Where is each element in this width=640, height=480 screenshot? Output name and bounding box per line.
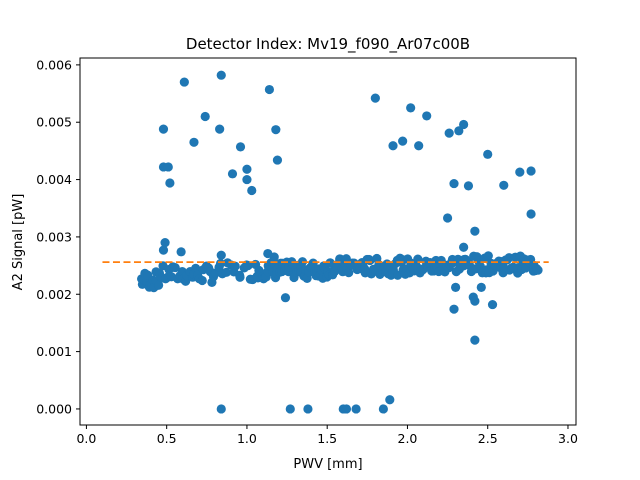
data-point	[176, 247, 186, 257]
data-point	[170, 262, 180, 273]
data-point	[476, 282, 486, 292]
y-axis-label: A2 Signal [pW]	[11, 194, 26, 291]
data-point	[216, 404, 226, 414]
data-point	[341, 404, 352, 414]
data-point	[243, 261, 253, 271]
x-tick-label: 0.5	[157, 431, 177, 446]
data-point	[444, 128, 454, 138]
data-point	[280, 293, 291, 303]
y-axis: 0.000 0.001 0.002 0.003 0.004 0.005 0.006	[36, 57, 80, 416]
data-point	[308, 258, 318, 268]
data-point	[247, 185, 257, 196]
x-axis: 0.0 0.5 1.0 1.5 2.0 2.5 3.0	[76, 425, 578, 446]
y-tick-label: 0.005	[36, 115, 72, 130]
y-tick-label: 0.004	[36, 172, 72, 187]
data-point	[459, 119, 469, 130]
data-point	[227, 169, 238, 179]
x-tick-label: 0.0	[76, 431, 96, 446]
data-point	[242, 174, 252, 185]
data-point	[470, 296, 480, 306]
x-tick-label: 1.0	[237, 431, 257, 446]
data-point	[414, 141, 424, 151]
data-point	[483, 251, 493, 261]
data-point	[200, 111, 210, 122]
data-point	[264, 84, 275, 95]
data-point	[271, 125, 281, 135]
x-tick-label: 1.5	[317, 431, 337, 446]
data-point	[499, 180, 509, 190]
y-tick-label: 0.000	[36, 401, 72, 416]
data-point	[526, 166, 536, 176]
plot-frame	[79, 57, 577, 426]
data-point	[235, 272, 245, 282]
data-point	[230, 261, 240, 271]
data-point	[378, 404, 388, 414]
x-axis-label: PWV [mm]	[293, 457, 362, 472]
data-point	[216, 70, 226, 80]
data-point	[215, 258, 226, 269]
data-point	[272, 155, 283, 165]
data-point	[526, 209, 536, 219]
data-point	[483, 149, 493, 159]
y-tick-label: 0.002	[36, 287, 72, 302]
data-point	[459, 242, 469, 252]
data-point	[165, 178, 175, 188]
data-point	[189, 137, 199, 147]
data-point	[269, 252, 279, 262]
data-point	[163, 162, 173, 172]
data-point	[406, 103, 416, 113]
data-point	[351, 404, 361, 414]
data-point	[463, 181, 474, 191]
data-point	[470, 335, 480, 345]
data-point	[451, 282, 461, 292]
x-tick-label: 2.0	[398, 431, 418, 446]
data-point	[221, 267, 231, 277]
data-point	[370, 93, 380, 103]
data-point	[422, 111, 432, 121]
data-point	[533, 265, 543, 275]
data-point	[242, 164, 252, 174]
data-point	[235, 142, 246, 152]
data-point	[160, 238, 170, 248]
y-tick-label: 0.006	[36, 57, 72, 72]
data-point	[385, 395, 395, 405]
data-point	[398, 136, 408, 146]
data-point	[449, 178, 459, 189]
data-point	[487, 299, 498, 310]
data-point	[344, 267, 354, 278]
data-point	[197, 275, 207, 286]
data-point	[158, 124, 169, 134]
y-tick-label: 0.001	[36, 344, 72, 359]
data-point	[470, 226, 480, 236]
x-tick-label: 3.0	[558, 431, 578, 446]
chart-title: Detector Index: Mv19_f090_Ar07c00B	[186, 35, 470, 54]
data-point	[285, 404, 295, 414]
data-point	[158, 245, 169, 255]
data-point	[449, 304, 459, 314]
data-point	[216, 250, 226, 260]
data-point	[215, 124, 225, 134]
data-point	[303, 404, 313, 414]
y-tick-label: 0.003	[36, 229, 72, 244]
data-point	[179, 77, 189, 87]
x-tick-label: 2.5	[478, 431, 498, 446]
data-point	[454, 126, 464, 136]
data-point	[153, 280, 164, 290]
data-point	[442, 213, 453, 223]
data-point	[388, 141, 398, 151]
data-point	[515, 167, 525, 177]
